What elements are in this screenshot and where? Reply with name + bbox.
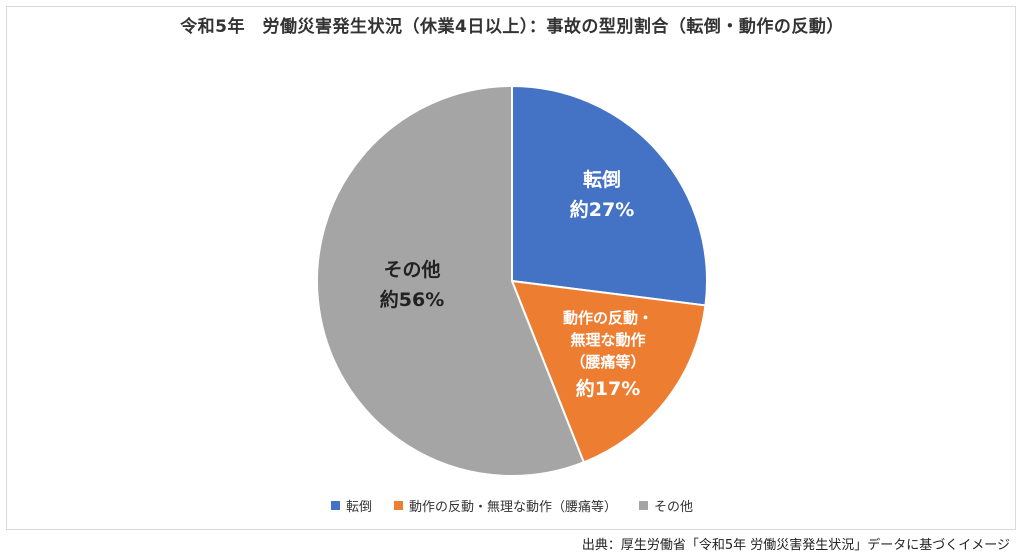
slice-label-line: 約17%: [576, 377, 640, 400]
slice-label-tentou: 転倒約27%: [570, 168, 634, 221]
source-note: 出典：厚生労働省「令和5年 労働災害発生状況」データに基づくイメージ: [581, 538, 1010, 553]
pie-slice-dousa: [510, 279, 707, 464]
legend-item-dousa: 動作の反動・無理な動作（腰痛等）: [393, 496, 617, 515]
legend-item-tentou: 転倒: [330, 496, 372, 515]
legend-swatch-sonota: [639, 501, 648, 510]
legend-item-sonota: その他: [639, 496, 693, 515]
legend-label-sonota: その他: [654, 500, 694, 515]
slice-label-line: （腰痛等）: [570, 353, 645, 371]
slice-label-line: 転倒: [583, 168, 621, 191]
pie-slices: [316, 84, 708, 477]
slice-label-line: 約56%: [380, 288, 444, 311]
legend-swatch-tentou: [330, 501, 340, 510]
slice-label-dousa: 動作の反動・無理な動作 （腰痛等） 約17%: [563, 309, 653, 400]
slice-labels: 転倒約27% 動作の反動・無理な動作 （腰痛等） 約17% その他約56%: [380, 168, 653, 400]
legend-label-dousa: 動作の反動・無理な動作（腰痛等）: [408, 500, 617, 515]
slice-label-line: 無理な動作: [570, 331, 645, 349]
slice-label-sonota: その他約56%: [380, 258, 444, 311]
legend: 転倒 動作の反動・無理な動作（腰痛等） その他: [0, 496, 1024, 515]
slice-label-line: その他: [383, 258, 440, 281]
legend-swatch-dousa: [393, 501, 403, 510]
legend-label-tentou: 転倒: [345, 500, 372, 515]
pie-slice-sonota: [316, 84, 586, 477]
pie-slice-tentou: [511, 84, 708, 307]
slice-label-line: 約27%: [570, 198, 634, 221]
chart-title: 令和5年 労働災害発生状況（休業4日以上）：事故の型別割合（転倒・動作の反動）: [180, 17, 844, 37]
slice-label-line: 動作の反動・: [563, 309, 653, 327]
